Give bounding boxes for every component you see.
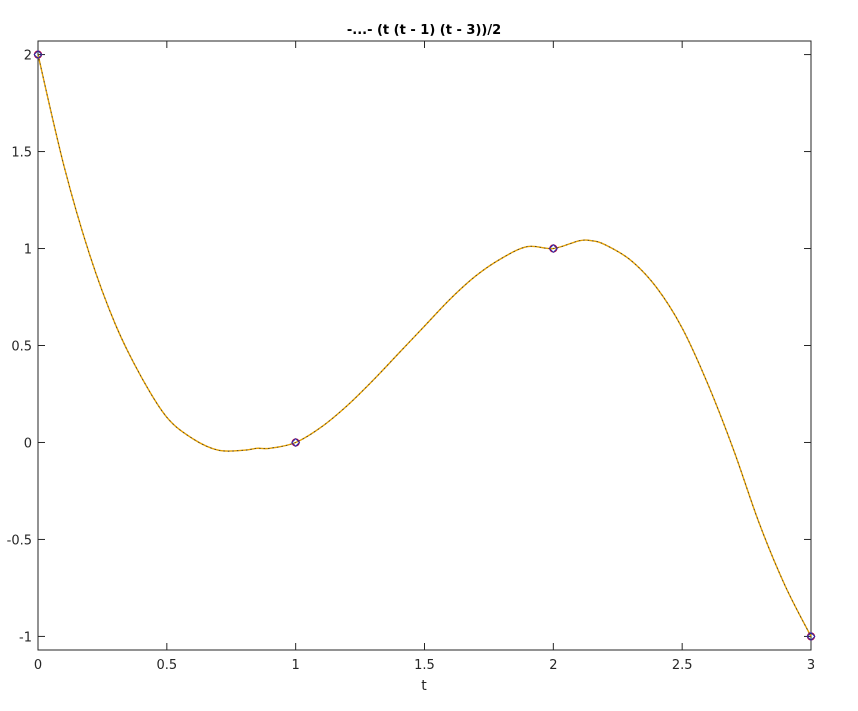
data-point-diamond (33, 50, 43, 60)
x-axis-label: t (421, 678, 427, 694)
y-tick-label: 1.5 (11, 146, 32, 161)
data-point-diamond (806, 631, 816, 641)
data-point-diamond (548, 244, 558, 254)
axes-frame (37, 40, 812, 651)
y-tick-label: 1 (24, 243, 32, 258)
x-tick-label: 1 (292, 658, 300, 673)
x-tick-label: 2 (549, 658, 557, 673)
chart-title: -...- (t (t - 1) (t - 3))/2 (347, 23, 501, 38)
curve-layer (37, 54, 812, 637)
x-tick-label: 3 (807, 658, 815, 673)
y-tick-label: -0.5 (7, 533, 32, 548)
y-tick-label: 0.5 (11, 340, 32, 355)
x-tick-label: 0 (34, 658, 42, 673)
ticks-layer: 0 0.5 1 1.5 2 2.5 3 -1 -0.5 0 0.5 1 1.5 2 (7, 41, 815, 673)
x-tick-label: 1.5 (414, 658, 435, 673)
data-point-diamond (291, 437, 301, 447)
polynomial-curve-series (37, 54, 812, 637)
y-tick-label: 0 (24, 436, 32, 451)
y-tick-label: -1 (19, 630, 32, 645)
markers-layer (33, 50, 816, 641)
x-tick-label: 2.5 (672, 658, 693, 673)
y-tick-label: 2 (24, 49, 32, 64)
x-tick-label: 0.5 (156, 658, 177, 673)
